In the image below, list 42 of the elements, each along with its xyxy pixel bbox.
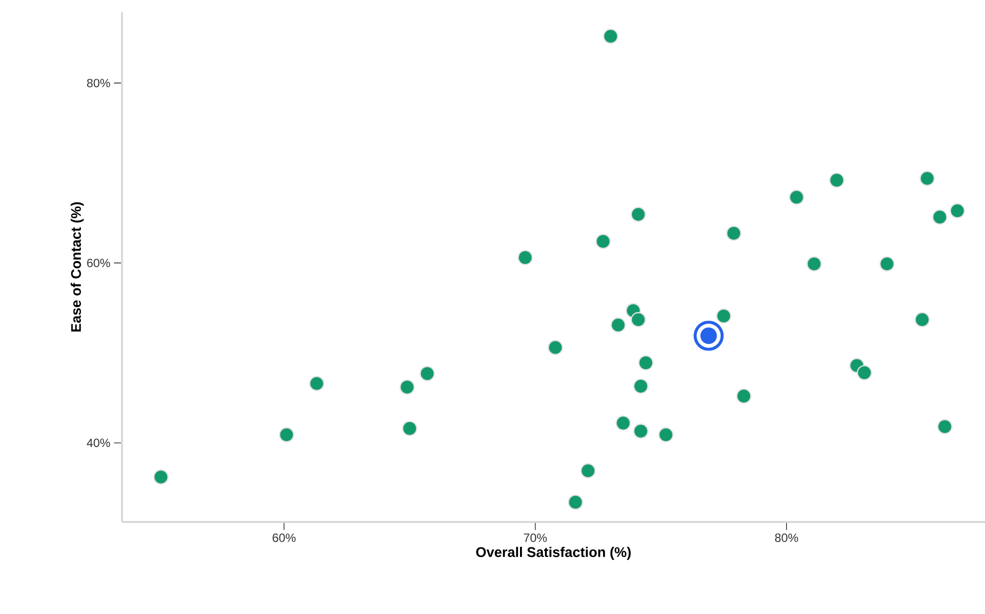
y-tick-label: 60% — [87, 258, 110, 268]
point — [568, 494, 584, 510]
point — [856, 365, 872, 380]
point — [638, 355, 654, 370]
point — [950, 203, 965, 218]
point — [610, 317, 626, 333]
y-axis-title: Ease of Contact (%) — [70, 202, 84, 332]
point — [633, 378, 648, 394]
point — [736, 388, 752, 404]
point — [630, 206, 646, 222]
point — [726, 226, 742, 241]
point — [518, 250, 533, 266]
point — [879, 256, 895, 272]
point — [932, 209, 948, 225]
point — [829, 172, 844, 188]
x-tick-label: 70% — [524, 534, 547, 542]
point — [420, 366, 435, 382]
point — [402, 420, 418, 436]
point — [630, 312, 646, 328]
point — [716, 308, 732, 324]
y-tick-label: 80% — [87, 78, 110, 88]
x-tick-label: 60% — [272, 534, 296, 542]
point — [937, 419, 952, 434]
point — [309, 376, 324, 392]
y-tick-label: 40% — [86, 438, 110, 448]
point — [633, 424, 648, 439]
x-tick-label: 80% — [775, 534, 798, 542]
point — [596, 234, 611, 249]
point — [603, 28, 618, 44]
point — [580, 463, 596, 478]
point — [694, 320, 724, 351]
point — [658, 427, 674, 442]
point — [616, 415, 631, 431]
point — [548, 340, 563, 356]
point — [914, 312, 930, 328]
x-axis-title: Overall Satisfaction (%) — [476, 546, 631, 560]
point — [806, 256, 822, 272]
point — [788, 190, 804, 205]
point — [278, 427, 294, 442]
point — [400, 379, 415, 395]
point — [920, 170, 935, 186]
point — [153, 469, 169, 485]
